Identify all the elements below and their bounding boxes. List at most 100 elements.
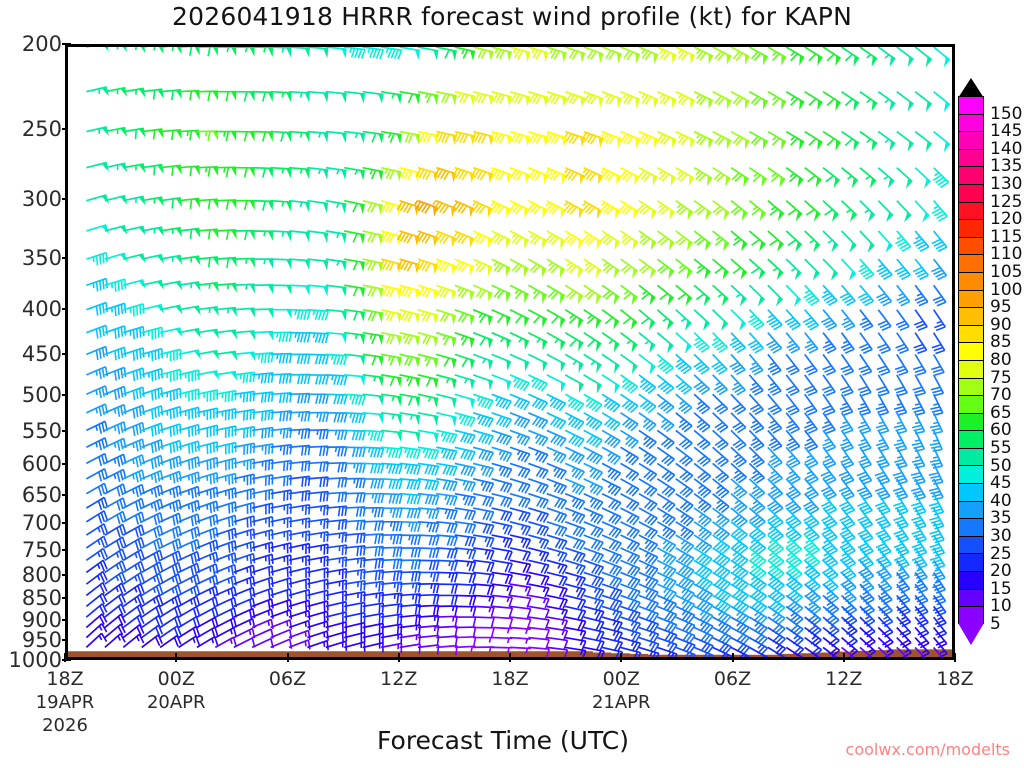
wind-barb <box>804 230 821 253</box>
wind-barb <box>767 412 783 434</box>
wind-barb <box>564 507 586 524</box>
wind-barb <box>233 458 255 471</box>
wind-barb <box>233 607 256 620</box>
wind-barb <box>251 576 274 589</box>
wind-barb <box>159 455 182 470</box>
wind-barb <box>693 626 714 645</box>
wind-barb <box>252 258 274 269</box>
wind-barb <box>159 439 182 454</box>
wind-barb <box>730 130 750 150</box>
wind-barb <box>381 520 403 532</box>
wind-barb <box>656 478 676 498</box>
wind-barb <box>344 308 366 322</box>
wind-barb <box>178 635 201 649</box>
wind-barb <box>215 501 237 514</box>
wind-barb <box>583 446 603 465</box>
wind-barb <box>233 473 255 486</box>
colorbar-tick-label: 125 <box>990 191 1023 212</box>
wind-barb <box>491 353 512 371</box>
wind-barb <box>656 166 676 187</box>
wind-barb <box>381 492 403 505</box>
wind-barb <box>857 374 872 397</box>
wind-barb <box>215 540 237 553</box>
wind-barb <box>417 571 440 583</box>
wind-barb <box>215 408 237 421</box>
wind-barb <box>491 308 511 327</box>
colorbar-segment <box>959 255 983 273</box>
wind-barb <box>675 571 695 590</box>
wind-barb <box>693 446 711 467</box>
wind-barb <box>822 90 842 111</box>
colorbar-tick-label: 120 <box>990 209 1023 230</box>
wind-barb <box>620 626 642 643</box>
wind-barb <box>159 594 182 608</box>
wind-barb <box>601 605 623 622</box>
wind-barb <box>929 507 945 530</box>
wind-barb <box>196 500 219 514</box>
wind-barb <box>712 462 730 484</box>
wind-barb <box>85 603 108 618</box>
wind-barb <box>546 353 566 373</box>
wind-barb <box>747 332 765 354</box>
wind-barb <box>911 393 926 416</box>
wind-barb <box>399 624 421 635</box>
wind-barb <box>85 581 108 597</box>
wind-barb <box>104 523 127 538</box>
wind-barb <box>325 600 347 613</box>
wind-barb <box>288 577 311 590</box>
wind-barb <box>159 387 182 402</box>
wind-barb <box>528 492 549 509</box>
wind-barb <box>914 167 932 189</box>
wind-barb <box>270 619 293 630</box>
wind-barb <box>785 646 803 657</box>
wind-barb <box>546 583 568 598</box>
wind-barb <box>491 583 514 596</box>
y-axis-tick-label: 900 <box>21 607 62 632</box>
wind-barb <box>528 90 549 107</box>
wind-barb <box>159 512 182 526</box>
wind-barb <box>104 613 127 629</box>
wind-barb <box>141 326 163 340</box>
colorbar-segment <box>959 554 983 573</box>
wind-barb <box>122 438 145 452</box>
wind-barb <box>803 353 818 376</box>
wind-barb <box>454 411 476 428</box>
wind-barb <box>381 570 403 582</box>
wind-barb <box>748 446 765 468</box>
wind-barb <box>893 521 910 544</box>
wind-barb <box>928 463 944 485</box>
wind-barb <box>693 559 713 579</box>
wind-barb <box>822 258 839 281</box>
wind-barb <box>491 258 511 277</box>
wind-barb <box>693 90 714 110</box>
wind-barb <box>490 199 511 219</box>
wind-barb <box>712 534 731 555</box>
wind-barb <box>122 469 145 483</box>
wind-barb <box>582 199 603 220</box>
wind-barb <box>436 559 458 571</box>
wind-barb <box>546 492 568 510</box>
wind-barb <box>325 411 348 423</box>
wind-barb <box>601 258 620 279</box>
wind-barb <box>380 613 403 625</box>
wind-barb <box>233 540 256 553</box>
wind-barb <box>436 353 457 370</box>
colorbar-tick-label: 20 <box>990 561 1012 582</box>
wind-barb <box>288 542 311 555</box>
colorbar-tick-label: 45 <box>990 473 1012 494</box>
wind-barb <box>472 507 495 522</box>
wind-barb <box>675 284 693 306</box>
wind-barb <box>396 199 420 217</box>
wind-barb <box>601 534 622 552</box>
wind-barb <box>656 332 674 354</box>
wind-barb <box>436 492 458 506</box>
wind-barb <box>804 90 823 111</box>
wind-barb <box>911 446 926 469</box>
wind-barb <box>877 230 894 253</box>
wind-barb <box>141 405 164 420</box>
wind-barb <box>491 636 513 644</box>
wind-barb <box>307 331 329 344</box>
wind-barb <box>233 229 255 241</box>
wind-barb <box>141 634 163 649</box>
wind-barb <box>270 542 292 554</box>
